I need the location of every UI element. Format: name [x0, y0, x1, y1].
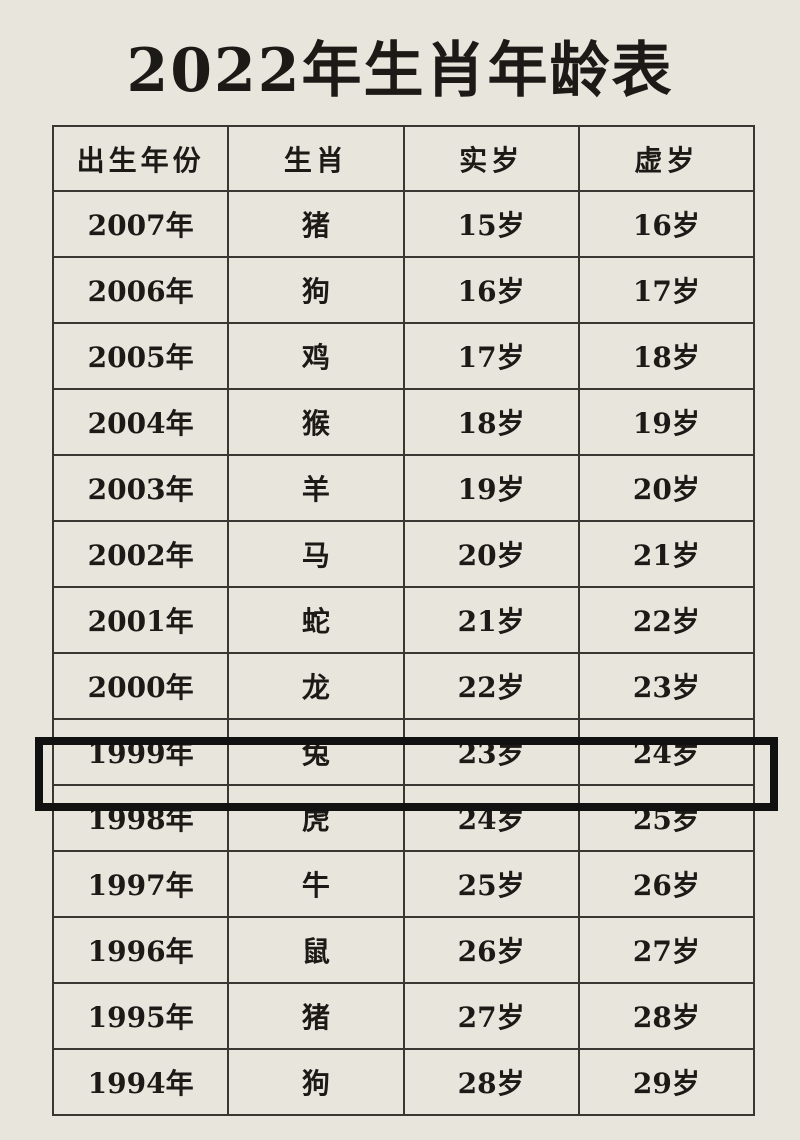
nominal-age-cell: 17岁	[577, 256, 756, 324]
zodiac-cell: 鸡	[227, 322, 405, 390]
birth-year-cell: 2001年	[51, 586, 230, 654]
nominal-age-cell: 16岁	[577, 190, 756, 258]
actual-age-cell: 25岁	[402, 850, 580, 918]
birth-year-cell: 2004年	[51, 388, 230, 456]
nominal-age-cell: 18岁	[577, 322, 756, 390]
nominal-age-cell: 25岁	[577, 784, 756, 852]
table-row: 2007年猪 15岁 16岁	[51, 190, 756, 258]
zodiac-cell: 狗	[227, 256, 405, 324]
zodiac-cell: 鼠	[227, 916, 405, 984]
birth-year-cell: 1996年	[51, 916, 230, 984]
actual-age-cell: 22岁	[402, 652, 580, 720]
birth-year-cell: 1995年	[51, 982, 230, 1050]
nominal-age-cell: 19岁	[577, 388, 756, 456]
page-title: 2022年生肖年龄表	[126, 36, 674, 106]
zodiac-cell: 马	[227, 520, 405, 588]
zodiac-cell: 虎	[227, 784, 405, 852]
nominal-age-cell: 29岁	[577, 1048, 756, 1116]
zodiac-cell: 猪	[227, 982, 405, 1050]
table-header-row: 出生年份 生肖 实岁 虚岁	[51, 125, 756, 192]
table-row: 1999年兔 23岁 24岁	[51, 718, 756, 786]
actual-age-cell: 18岁	[402, 388, 580, 456]
birth-year-cell: 2007年	[51, 190, 230, 258]
table-row: 2003年羊 19岁 20岁	[51, 454, 756, 522]
zodiac-cell: 狗	[227, 1048, 405, 1116]
birth-year-cell: 2005年	[51, 322, 230, 390]
actual-age-cell: 15岁	[402, 190, 580, 258]
table-row: 1997年牛 25岁 26岁	[51, 850, 756, 918]
actual-age-cell: 16岁	[402, 256, 580, 324]
actual-age-cell: 17岁	[402, 322, 580, 390]
nominal-age-cell: 21岁	[577, 520, 756, 588]
header-birth-year: 出生年份	[51, 125, 230, 192]
header-actual-age: 实岁	[402, 125, 580, 192]
header-zodiac: 生肖	[227, 125, 405, 192]
table-row: 2006年狗 16岁 17岁	[51, 256, 756, 324]
header-nominal-age: 虚岁	[577, 125, 756, 192]
zodiac-cell: 羊	[227, 454, 405, 522]
table-row: 2005年鸡 17岁 18岁	[51, 322, 756, 390]
birth-year-cell: 1994年	[51, 1048, 230, 1116]
birth-year-cell: 2002年	[51, 520, 230, 588]
table-row: 2002年马 20岁 21岁	[51, 520, 756, 588]
zodiac-cell: 蛇	[227, 586, 405, 654]
birth-year-cell: 2006年	[51, 256, 230, 324]
table-row: 2004年猴 18岁 19岁	[51, 388, 756, 456]
zodiac-cell: 猪	[227, 190, 405, 258]
table-row: 2001年蛇 21岁 22岁	[51, 586, 756, 654]
nominal-age-cell: 27岁	[577, 916, 756, 984]
actual-age-cell: 20岁	[402, 520, 580, 588]
nominal-age-cell: 23岁	[577, 652, 756, 720]
table-row: 1995年猪 27岁 28岁	[51, 982, 756, 1050]
nominal-age-cell: 28岁	[577, 982, 756, 1050]
actual-age-cell: 28岁	[402, 1048, 580, 1116]
birth-year-cell: 1998年	[51, 784, 230, 852]
nominal-age-cell: 24岁	[577, 718, 756, 786]
birth-year-cell: 2003年	[51, 454, 230, 522]
actual-age-cell: 21岁	[402, 586, 580, 654]
nominal-age-cell: 20岁	[577, 454, 756, 522]
actual-age-cell: 26岁	[402, 916, 580, 984]
actual-age-cell: 19岁	[402, 454, 580, 522]
actual-age-cell: 27岁	[402, 982, 580, 1050]
zodiac-age-table: 出生年份 生肖 实岁 虚岁 2007年猪 15岁 16岁 2006年狗 16岁 17岁 20…	[51, 125, 756, 1116]
highlight-box	[35, 737, 778, 811]
zodiac-cell: 猴	[227, 388, 405, 456]
table-row: 2000年龙 22岁 23岁	[51, 652, 756, 720]
birth-year-cell: 1997年	[51, 850, 230, 918]
nominal-age-cell: 22岁	[577, 586, 756, 654]
table-row: 1994年狗 28岁 29岁	[51, 1048, 756, 1116]
zodiac-cell: 龙	[227, 652, 405, 720]
table-row: 1996年鼠 26岁 27岁	[51, 916, 756, 984]
nominal-age-cell: 26岁	[577, 850, 756, 918]
zodiac-cell: 牛	[227, 850, 405, 918]
birth-year-cell: 2000年	[51, 652, 230, 720]
